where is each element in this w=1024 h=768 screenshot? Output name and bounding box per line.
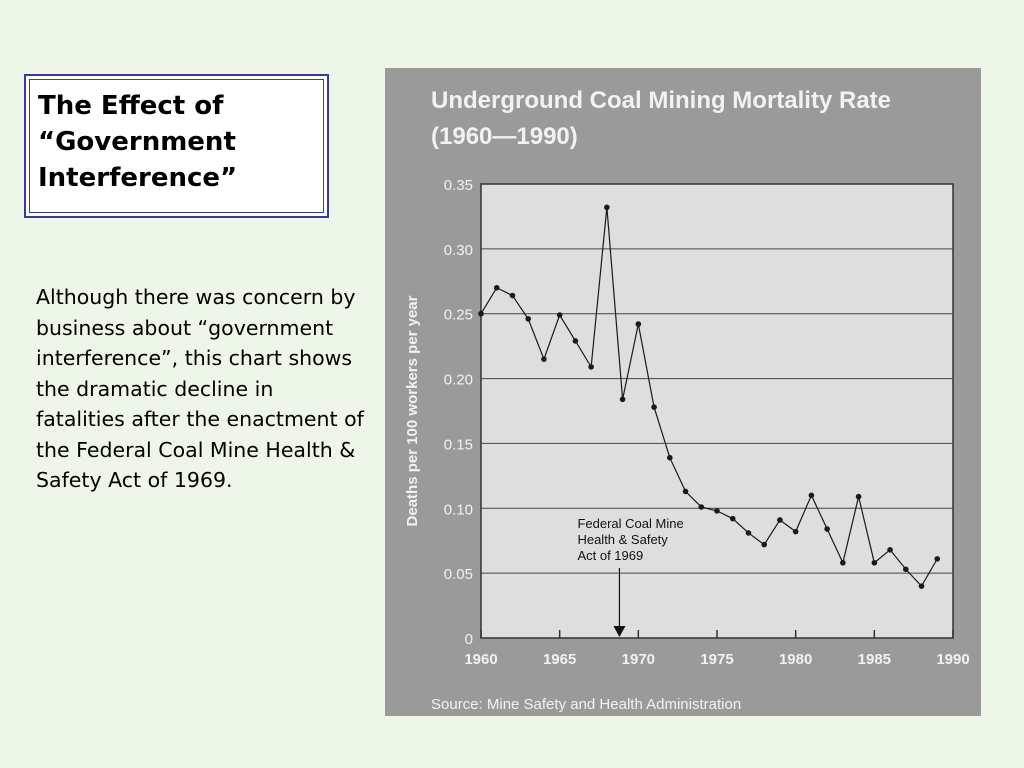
y-tick-label: 0.25 bbox=[444, 307, 473, 324]
data-point bbox=[761, 541, 767, 548]
y-tick-labels: 0 0.05 0.10 0.15 0.20 0.25 0.30 0.35 bbox=[444, 177, 473, 648]
data-point bbox=[556, 312, 563, 318]
annotation-text: Act of 1969 bbox=[577, 548, 643, 563]
y-tick-label: 0.30 bbox=[444, 242, 473, 259]
plot-area bbox=[480, 183, 954, 639]
data-point bbox=[698, 504, 705, 510]
x-tick-label: 1980 bbox=[779, 651, 812, 668]
x-tick-label: 1960 bbox=[464, 651, 497, 668]
data-point bbox=[714, 508, 720, 514]
annotation-text: Health & Safety bbox=[577, 532, 668, 547]
annotation-arrow-head bbox=[613, 626, 626, 637]
series-layer bbox=[478, 204, 941, 589]
series-line bbox=[480, 207, 938, 588]
x-tick-label: 1970 bbox=[622, 651, 655, 668]
x-tick-label: 1985 bbox=[858, 651, 891, 668]
x-tick-label: 1990 bbox=[936, 651, 969, 668]
data-point bbox=[918, 583, 925, 589]
data-point bbox=[682, 488, 689, 495]
chart-title: Underground Coal Mining Mortality Rate bbox=[431, 87, 891, 114]
data-point bbox=[871, 559, 878, 566]
data-point bbox=[588, 364, 594, 370]
data-point bbox=[572, 338, 579, 344]
data-point bbox=[777, 517, 783, 523]
data-point bbox=[525, 316, 531, 322]
data-point bbox=[604, 204, 610, 211]
data-point bbox=[808, 492, 815, 499]
data-point bbox=[651, 404, 657, 410]
data-point bbox=[855, 493, 862, 500]
chart-subtitle: (1960—1990) bbox=[431, 123, 578, 150]
data-point bbox=[745, 530, 752, 536]
x-tick-label: 1965 bbox=[543, 651, 576, 668]
y-tick-label: 0.20 bbox=[444, 372, 473, 389]
slide-title-box: The Effect of “Government Interference” bbox=[24, 74, 329, 218]
y-tick-label: 0.10 bbox=[444, 501, 473, 518]
mortality-chart: Underground Coal Mining Mortality Rate (… bbox=[385, 68, 981, 716]
data-point bbox=[541, 356, 547, 362]
data-point bbox=[619, 396, 626, 403]
y-tick-label: 0 bbox=[465, 631, 473, 648]
data-point bbox=[493, 284, 500, 291]
slide-body-text: Although there was concern by business a… bbox=[36, 285, 364, 492]
y-tick-label: 0.35 bbox=[444, 177, 473, 194]
slide-title: The Effect of “Government Interference” bbox=[38, 91, 238, 193]
chart-source: Source: Mine Safety and Health Administr… bbox=[431, 696, 741, 713]
data-point bbox=[729, 515, 736, 522]
data-point bbox=[478, 310, 484, 317]
data-point bbox=[903, 566, 909, 573]
data-point bbox=[840, 559, 846, 566]
y-tick-label: 0.15 bbox=[444, 436, 473, 453]
x-tick-label: 1975 bbox=[700, 651, 733, 668]
x-tick-labels: 1960 1965 1970 1975 1980 1985 1990 bbox=[464, 651, 969, 668]
data-point bbox=[509, 292, 516, 299]
data-point bbox=[792, 528, 799, 535]
data-point bbox=[667, 454, 673, 461]
chart-svg: Underground Coal Mining Mortality Rate (… bbox=[385, 68, 981, 716]
data-point bbox=[824, 526, 830, 532]
annotation-text: Federal Coal Mine bbox=[577, 516, 683, 531]
data-point bbox=[934, 556, 941, 562]
data-point bbox=[635, 321, 642, 327]
data-point bbox=[887, 546, 893, 553]
y-axis-label: Deaths per 100 workers per year bbox=[404, 295, 421, 526]
y-tick-label: 0.05 bbox=[444, 566, 473, 583]
